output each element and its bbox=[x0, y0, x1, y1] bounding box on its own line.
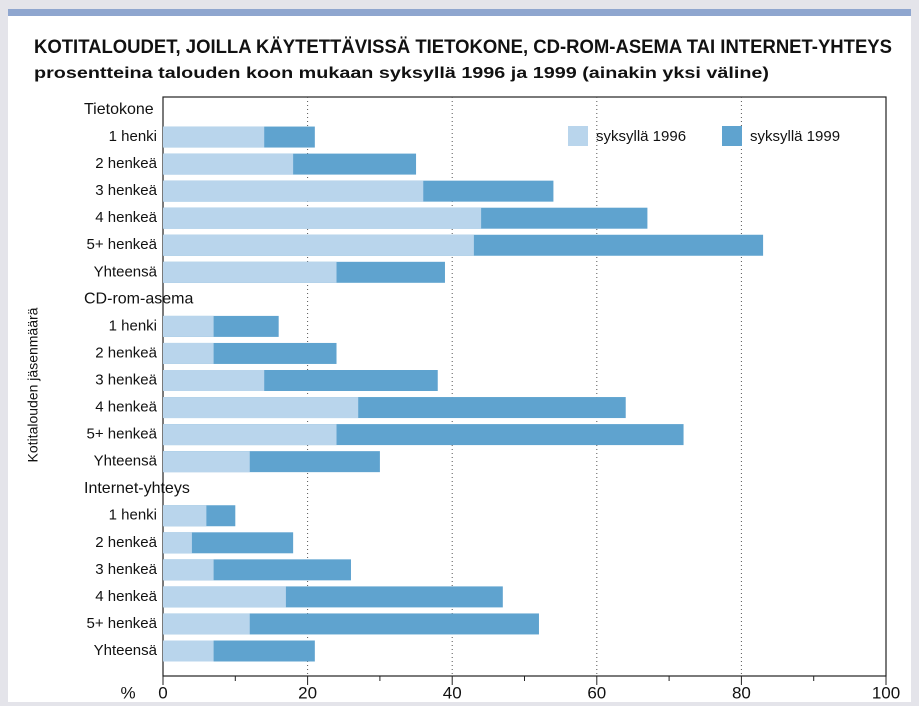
y-tick-label: Yhteensä bbox=[94, 263, 158, 280]
bar bbox=[163, 207, 482, 229]
x-tick-label: 80 bbox=[732, 683, 751, 702]
y-tick-label: 4 henkeä bbox=[95, 399, 157, 416]
x-axis-unit: % bbox=[120, 683, 135, 702]
y-tick-label: 3 henkeä bbox=[95, 561, 157, 578]
x-tick-label: 100 bbox=[872, 683, 900, 702]
legend-swatch bbox=[722, 126, 742, 146]
group-label: CD-rom-asema bbox=[84, 291, 193, 308]
bar bbox=[163, 342, 214, 364]
legend-label: syksyllä 1999 bbox=[750, 128, 840, 145]
y-tick-label: 3 henkeä bbox=[95, 182, 157, 199]
bar bbox=[163, 315, 214, 337]
y-tick-label: 2 henkeä bbox=[95, 344, 157, 361]
y-tick-label: 4 henkeä bbox=[95, 588, 157, 605]
chart-title: KOTITALOUDET, JOILLA KÄYTETTÄVISSÄ TIETO… bbox=[34, 37, 892, 58]
bar bbox=[163, 532, 192, 554]
legend-swatch bbox=[568, 126, 588, 146]
y-axis-label: Kotitalouden jäsenmäärä bbox=[25, 307, 41, 462]
y-tick-label: Yhteensä bbox=[94, 642, 158, 659]
legend-label: syksyllä 1996 bbox=[596, 128, 686, 145]
bar bbox=[163, 613, 250, 635]
bar bbox=[163, 261, 337, 283]
bar bbox=[163, 505, 207, 527]
y-tick-label: Yhteensä bbox=[94, 453, 158, 470]
y-tick-label: 1 henki bbox=[109, 317, 157, 334]
bar bbox=[163, 559, 214, 581]
bar bbox=[163, 234, 474, 256]
y-tick-label: 1 henki bbox=[109, 507, 157, 524]
bar bbox=[163, 153, 294, 175]
bar bbox=[163, 451, 250, 473]
y-tick-label: 3 henkeä bbox=[95, 371, 157, 388]
bar bbox=[163, 424, 337, 446]
bar bbox=[163, 586, 286, 608]
bar bbox=[163, 397, 359, 419]
group-label: Internet-yhteys bbox=[84, 480, 190, 497]
y-tick-label: 4 henkeä bbox=[95, 209, 157, 226]
x-tick-label: 0 bbox=[158, 683, 167, 702]
x-tick-label: 20 bbox=[298, 683, 317, 702]
x-tick-label: 40 bbox=[443, 683, 462, 702]
bar bbox=[163, 640, 214, 662]
bar bbox=[163, 180, 424, 202]
y-tick-label: 5+ henkeä bbox=[87, 236, 158, 253]
y-tick-label: 5+ henkeä bbox=[87, 615, 158, 632]
bar bbox=[163, 532, 294, 554]
y-tick-label: 2 henkeä bbox=[95, 155, 157, 172]
group-label: Tietokone bbox=[84, 101, 154, 118]
x-tick-label: 60 bbox=[587, 683, 606, 702]
bar bbox=[163, 613, 539, 635]
top-stripe bbox=[8, 9, 911, 16]
bar bbox=[163, 126, 265, 148]
y-tick-label: 5+ henkeä bbox=[87, 426, 158, 443]
bar bbox=[163, 370, 265, 391]
y-tick-label: 2 henkeä bbox=[95, 534, 157, 551]
y-tick-label: 1 henki bbox=[109, 128, 157, 145]
chart-subtitle: prosentteina talouden koon mukaan syksyl… bbox=[34, 65, 769, 82]
